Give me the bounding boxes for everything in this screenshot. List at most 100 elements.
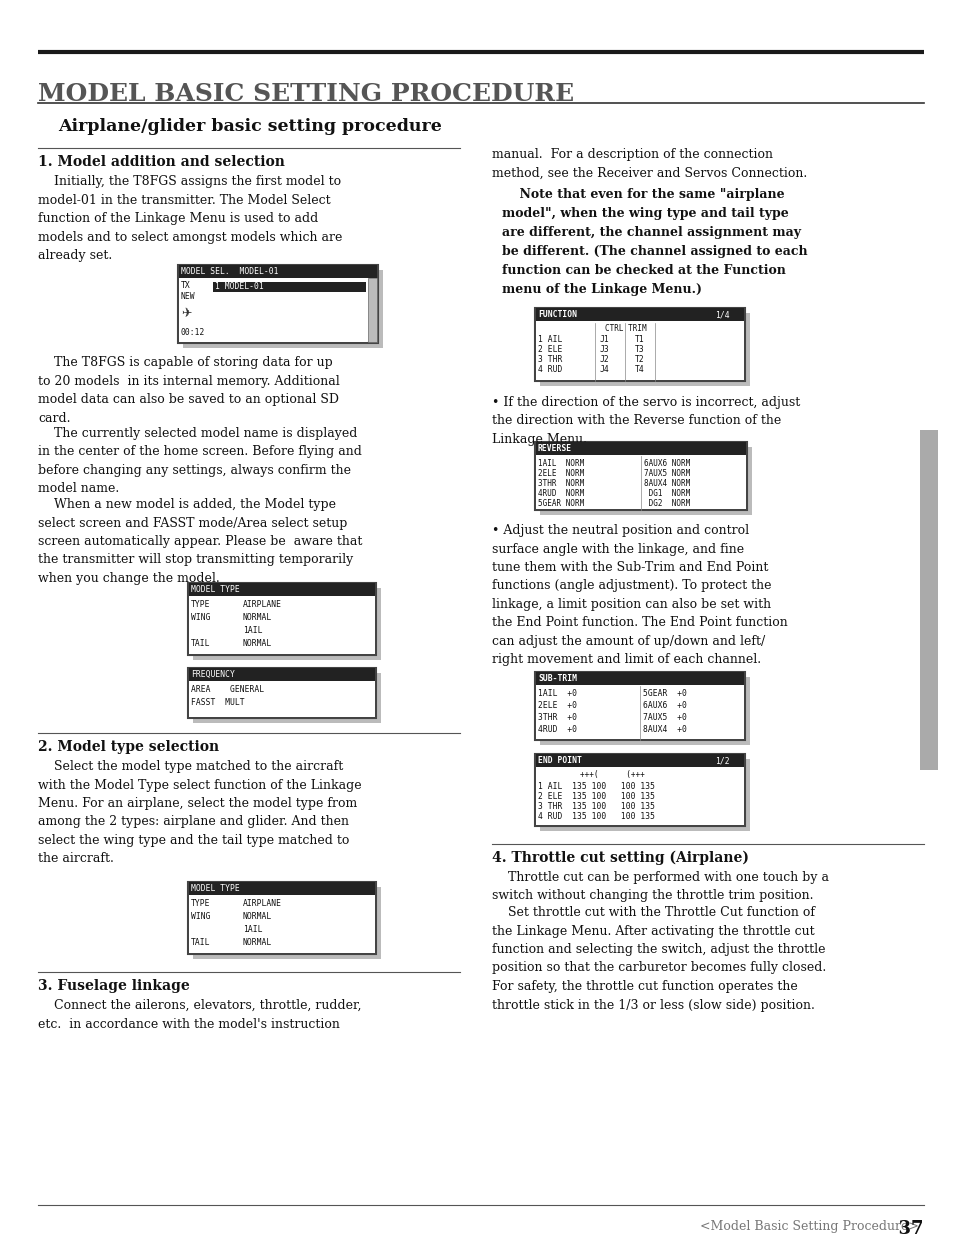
Text: TYPE: TYPE [191,899,211,908]
Text: 8AUX4 NORM: 8AUX4 NORM [643,479,690,488]
Text: J4: J4 [599,365,609,374]
Text: TX: TX [181,281,191,290]
Text: 2 ELE  135 100   100 135: 2 ELE 135 100 100 135 [537,792,655,801]
Text: 7AUX5 NORM: 7AUX5 NORM [643,469,690,478]
Text: J2: J2 [599,355,609,364]
Text: +++(      (+++: +++( (+++ [579,771,644,779]
Text: 2. Model type selection: 2. Model type selection [38,741,219,754]
Text: Connect the ailerons, elevators, throttle, rudder,
etc.  in accordance with the : Connect the ailerons, elevators, throttl… [38,1000,361,1031]
Text: J3: J3 [599,345,609,354]
Text: AIRPLANE: AIRPLANE [243,899,282,908]
Text: 4. Throttle cut setting (Airplane): 4. Throttle cut setting (Airplane) [492,851,748,866]
Text: T2: T2 [635,355,644,364]
Bar [193,887,380,960]
Bar [919,430,937,771]
Text: 2 ELE: 2 ELE [537,345,561,354]
Text: TAIL: TAIL [191,938,211,947]
Text: MODEL TYPE: MODEL TYPE [191,884,239,893]
Bar [189,894,375,953]
Bar [188,583,375,656]
Text: 4RUD  +0: 4RUD +0 [537,726,577,734]
Bar [189,668,375,681]
Text: NORMAL: NORMAL [243,639,272,648]
Text: ✈: ✈ [181,306,192,320]
Bar [539,759,749,831]
Text: Throttle cut can be performed with one touch by a
switch without changing the th: Throttle cut can be performed with one t… [492,871,828,902]
Text: DG1  NORM: DG1 NORM [643,489,690,498]
Bar [193,588,380,661]
Text: T1: T1 [635,335,644,344]
Text: 4RUD  NORM: 4RUD NORM [537,489,583,498]
Text: 37: 37 [885,1220,923,1238]
Bar [368,278,376,342]
Text: Airplane/glider basic setting procedure: Airplane/glider basic setting procedure [58,118,441,135]
Bar [213,281,366,291]
Text: NORMAL: NORMAL [243,938,272,947]
Bar [183,270,382,348]
Text: <Model Basic Setting Procedure>: <Model Basic Setting Procedure> [700,1220,918,1233]
Text: 1/4: 1/4 [714,310,729,319]
Bar [539,313,749,387]
Text: 5GEAR NORM: 5GEAR NORM [537,499,583,508]
Text: 1 MODEL-01: 1 MODEL-01 [214,281,263,291]
Bar [539,677,749,746]
Text: The T8FGS is capable of storing data for up
to 20 models  in its internal memory: The T8FGS is capable of storing data for… [38,357,339,424]
Text: 3 THR  135 100   100 135: 3 THR 135 100 100 135 [537,802,655,811]
Text: REVERSE: REVERSE [537,444,572,453]
Bar [189,583,375,595]
Bar [539,447,751,515]
Text: 1 AIL: 1 AIL [537,335,561,344]
Text: CTRL TRIM: CTRL TRIM [604,324,646,333]
Text: FUNCTION: FUNCTION [537,310,577,319]
Text: 1. Model addition and selection: 1. Model addition and selection [38,155,285,169]
Bar [178,265,377,343]
Text: WING: WING [191,613,211,622]
Text: AIRPLANE: AIRPLANE [243,600,282,609]
Bar [536,767,743,824]
Bar [536,322,743,380]
Text: T3: T3 [635,345,644,354]
Text: 3. Fuselage linkage: 3. Fuselage linkage [38,980,190,993]
Bar [536,308,743,322]
Text: 1/2: 1/2 [714,756,729,766]
Text: 2ELE  +0: 2ELE +0 [537,701,577,711]
Bar [179,265,376,278]
Text: 3THR  +0: 3THR +0 [537,713,577,722]
Text: 7AUX5  +0: 7AUX5 +0 [642,713,686,722]
Bar [189,595,375,654]
Text: WING: WING [191,912,211,921]
Bar [535,308,744,382]
Text: 2ELE  NORM: 2ELE NORM [537,469,583,478]
Text: When a new model is added, the Model type
select screen and FASST mode/Area sele: When a new model is added, the Model typ… [38,498,362,585]
Text: 1AIL  NORM: 1AIL NORM [537,459,583,468]
Text: MODEL SEL.  MODEL-01: MODEL SEL. MODEL-01 [181,266,278,276]
Text: 6AUX6 NORM: 6AUX6 NORM [643,459,690,468]
Text: T4: T4 [635,365,644,374]
Text: manual.  For a description of the connection
method, see the Receiver and Servos: manual. For a description of the connect… [492,148,806,179]
Text: SUB-TRIM: SUB-TRIM [537,674,577,683]
Text: NORMAL: NORMAL [243,912,272,921]
Bar [536,686,743,739]
Text: • Adjust the neutral position and control
surface angle with the linkage, and fi: • Adjust the neutral position and contro… [492,524,787,667]
Text: 3THR  NORM: 3THR NORM [537,479,583,488]
Text: • If the direction of the servo is incorrect, adjust
the direction with the Reve: • If the direction of the servo is incor… [492,397,800,447]
Text: TYPE: TYPE [191,600,211,609]
Bar [193,673,380,723]
Text: 5GEAR  +0: 5GEAR +0 [642,689,686,698]
Bar [189,681,375,717]
Text: Initially, the T8FGS assigns the first model to
model-01 in the transmitter. The: Initially, the T8FGS assigns the first m… [38,175,342,261]
Text: Set throttle cut with the Throttle Cut function of
the Linkage Menu. After activ: Set throttle cut with the Throttle Cut f… [492,906,825,1012]
Bar [188,668,375,718]
Bar [189,882,375,894]
Bar [535,442,746,510]
Text: 1AIL: 1AIL [243,626,262,636]
Text: AREA    GENERAL: AREA GENERAL [191,686,264,694]
Text: MODEL BASIC SETTING PROCEDURE: MODEL BASIC SETTING PROCEDURE [38,83,574,106]
Text: 1AIL: 1AIL [243,924,262,934]
Text: 8AUX4  +0: 8AUX4 +0 [642,726,686,734]
Bar [179,278,367,342]
Text: The currently selected model name is displayed
in the center of the home screen.: The currently selected model name is dis… [38,427,361,495]
Text: DG2  NORM: DG2 NORM [643,499,690,508]
Text: 4 RUD: 4 RUD [537,365,561,374]
Text: NORMAL: NORMAL [243,613,272,622]
